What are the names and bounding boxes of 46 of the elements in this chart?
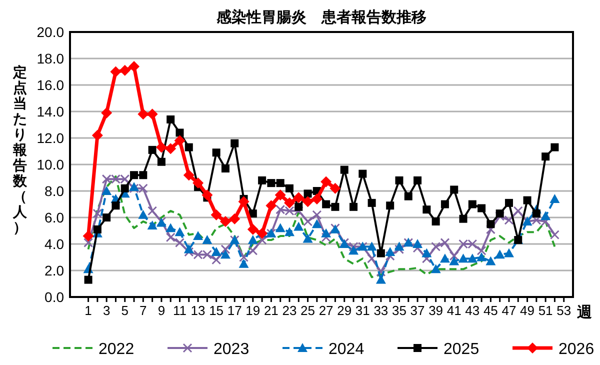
x-tick-label: 7	[140, 303, 147, 318]
x-tick-label: 35	[392, 303, 406, 318]
text: 定点当たり報告数（人）	[13, 64, 27, 235]
x-axis-title: 週	[576, 304, 593, 321]
chart-title: 感染性胃腸炎 患者報告数推移	[216, 8, 426, 26]
y-tick-label: 8.0	[44, 183, 64, 199]
x-tick-label: 31	[355, 303, 370, 318]
y-tick-label: 2.0	[44, 262, 64, 278]
x-tick-label: 3	[102, 303, 110, 318]
y-tick-label: 10.0	[36, 156, 64, 172]
legend-label: 2026	[558, 341, 594, 358]
x-tick-label: 33	[374, 303, 388, 318]
y-tick-label: 16.0	[36, 77, 64, 93]
x-tick-label: 37	[410, 303, 425, 318]
y-tick-label: 6.0	[44, 210, 64, 226]
x-tick-label: 25	[300, 303, 316, 318]
x-tick-label: 15	[209, 303, 224, 318]
x-tick-label: 39	[428, 303, 444, 318]
y-tick-label: 4.0	[44, 236, 64, 252]
x-tick-label: 51	[538, 303, 553, 318]
x-tick-label: 45	[483, 303, 498, 318]
y-tick-label: 12.0	[36, 130, 64, 146]
x-tick-label: 43	[465, 303, 480, 318]
legend-label: 2025	[444, 341, 480, 358]
x-tick-label: 41	[446, 303, 462, 318]
x-tick-label: 11	[172, 303, 186, 318]
x-tick-label: 21	[264, 303, 278, 318]
x-tick-label: 29	[337, 303, 352, 318]
legend-label: 2022	[98, 341, 134, 358]
legend-label: 2024	[328, 341, 364, 358]
x-tick-label: 27	[318, 303, 334, 318]
x-tick-label: 47	[502, 303, 516, 318]
x-tick-label: 53	[556, 303, 572, 318]
y-tick-label: 14.0	[36, 104, 64, 120]
x-tick-label: 5	[121, 303, 128, 318]
x-tick-label: 19	[246, 303, 260, 318]
y-tick-label: 0.0	[44, 289, 64, 305]
y-tick-label: 18.0	[36, 50, 64, 66]
y-tick-label: 20.0	[36, 24, 64, 40]
x-tick-label: 13	[190, 303, 206, 318]
x-tick-label: 17	[227, 303, 242, 318]
x-tick-label: 49	[520, 303, 535, 318]
legend-label: 2023	[214, 341, 250, 358]
x-tick-label: 23	[282, 303, 297, 318]
x-tick-label: 9	[158, 303, 166, 318]
x-tick-label: 1	[84, 303, 92, 318]
